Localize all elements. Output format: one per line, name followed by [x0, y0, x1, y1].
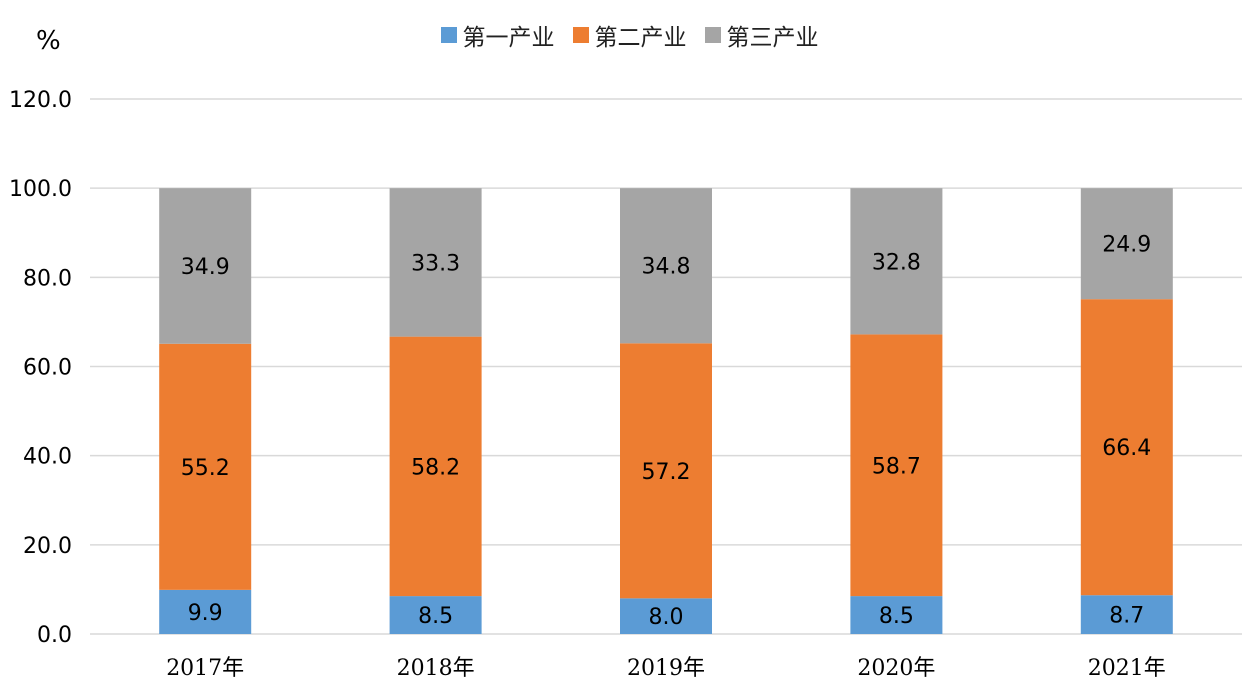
- bar-segment: [389, 336, 482, 597]
- y-tick-label: 80.0: [23, 266, 72, 291]
- legend-item-primary: 第一产业: [440, 18, 555, 52]
- bar-segment: [389, 596, 482, 634]
- legend-swatch-primary: [440, 27, 457, 43]
- y-unit-label: %: [36, 26, 61, 56]
- y-tick-label: 20.0: [23, 534, 72, 559]
- x-tick-label: 2018年: [397, 656, 475, 681]
- bar-segment: [620, 188, 712, 344]
- data-label: 8.5: [879, 604, 914, 629]
- data-label: 32.8: [872, 250, 921, 275]
- bar-segment: [1080, 595, 1173, 634]
- y-tick-label: 60.0: [23, 356, 72, 381]
- data-label: 34.9: [181, 255, 230, 280]
- data-label: 58.7: [872, 454, 921, 479]
- y-tick-label: 120.0: [9, 88, 72, 113]
- legend-label-secondary: 第二产业: [594, 25, 687, 51]
- bar-segment: [850, 188, 943, 335]
- y-tick-label: 0.0: [37, 623, 72, 648]
- bar-segment: [159, 589, 252, 634]
- legend-item-secondary: 第二产业: [572, 18, 687, 52]
- bar-segment: [1080, 299, 1173, 596]
- bar-segment: [850, 334, 943, 597]
- data-label: 33.3: [411, 251, 460, 276]
- data-label: 55.2: [181, 456, 230, 481]
- x-tick-label: 2017年: [166, 656, 244, 681]
- data-label: 9.9: [188, 601, 223, 626]
- legend-swatch-tertiary: [704, 27, 721, 43]
- legend-label-tertiary: 第三产业: [726, 25, 819, 51]
- bar-segment: [620, 598, 712, 634]
- bar-segment: [850, 596, 943, 634]
- data-label: 24.9: [1102, 233, 1151, 258]
- bar-segment: [159, 188, 252, 344]
- legend: 第一产业 第二产业 第三产业: [0, 18, 1259, 52]
- bar-segment: [1080, 188, 1173, 300]
- data-label: 58.2: [411, 455, 460, 480]
- data-label: 66.4: [1102, 436, 1151, 461]
- x-tick-label: 2020年: [857, 656, 935, 681]
- data-label: 8.7: [1109, 604, 1144, 629]
- legend-swatch-secondary: [572, 27, 589, 43]
- data-label: 57.2: [642, 460, 691, 485]
- legend-item-tertiary: 第三产业: [704, 18, 819, 52]
- x-tick-label: 2019年: [627, 656, 705, 681]
- data-label: 34.8: [642, 255, 691, 280]
- bar-segment: [620, 343, 712, 599]
- y-tick-label: 40.0: [23, 445, 72, 470]
- legend-label-primary: 第一产业: [462, 25, 555, 51]
- y-tick-label: 100.0: [9, 177, 72, 202]
- x-tick-label: 2021年: [1088, 656, 1166, 681]
- data-label: 8.0: [649, 605, 684, 630]
- bar-segment: [159, 343, 252, 590]
- data-label: 8.5: [418, 604, 453, 629]
- bar-segment: [389, 188, 482, 337]
